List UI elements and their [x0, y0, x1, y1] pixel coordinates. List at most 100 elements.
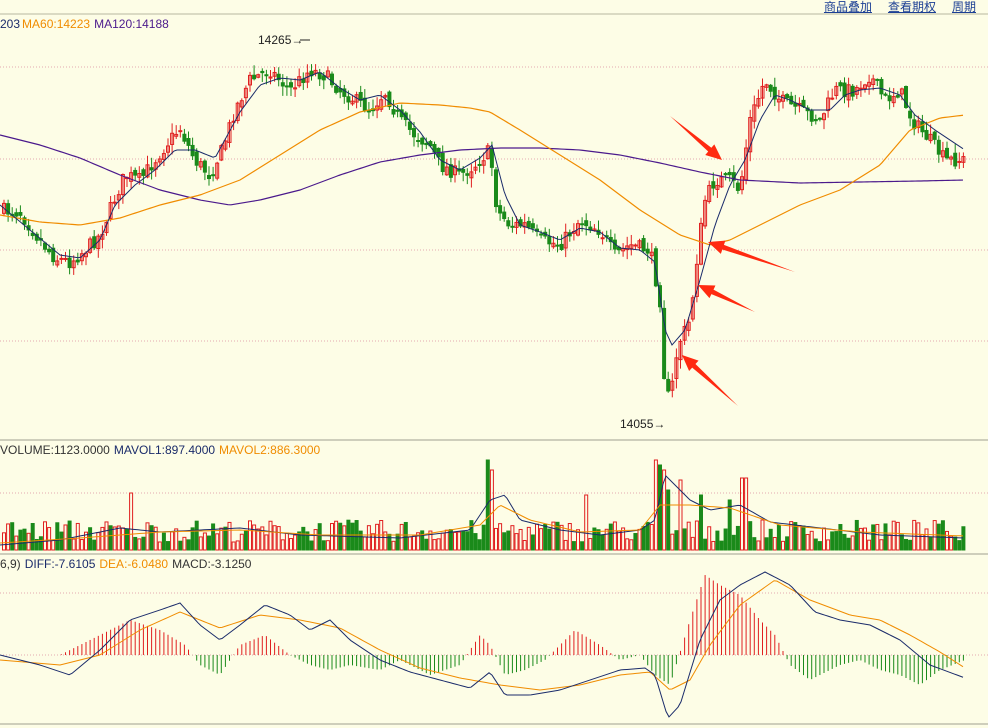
volume-bar [850, 535, 855, 551]
candle-body [387, 91, 392, 108]
candle-body [198, 161, 203, 168]
candle-body [424, 142, 429, 146]
volume-bar [145, 522, 150, 551]
volume-bar [863, 527, 867, 551]
candle-body [18, 211, 23, 216]
candle-body [809, 110, 814, 122]
candle-body [526, 220, 531, 228]
volume-bar [772, 536, 777, 551]
candle-body [190, 144, 195, 157]
volume-bar [584, 494, 589, 551]
volume-bar [30, 523, 35, 551]
candle-body [764, 84, 769, 88]
ma-prev-label: 203 [0, 17, 21, 31]
candle-body [67, 257, 72, 269]
volume-bar [38, 536, 43, 551]
volume-bar [289, 538, 293, 551]
volume-bar [908, 539, 913, 551]
volume-bar [797, 525, 802, 551]
volume-bar [256, 528, 261, 551]
top-links: 商品叠加 查看期权 周期 [824, 0, 976, 15]
ma120-line [0, 134, 964, 206]
volume-bar [420, 530, 425, 551]
volume-bar [432, 539, 437, 551]
candle-body [256, 74, 261, 78]
candle-body [899, 88, 904, 95]
volume-bar [600, 534, 605, 551]
candle-body [699, 222, 703, 265]
candle-body [752, 104, 757, 122]
volume-bar [781, 540, 785, 551]
candle-body [662, 307, 667, 379]
volume-bar [43, 521, 47, 551]
volume-bar [526, 526, 531, 551]
period-link[interactable]: 周期 [951, 0, 976, 14]
volume-bar [740, 477, 744, 551]
mavol2-label: MAVOL2:886.3000 [219, 443, 321, 457]
candle-body [945, 147, 949, 159]
candle-body [51, 247, 56, 263]
candle-body [707, 185, 712, 202]
candle-body [826, 97, 831, 112]
candle-body [293, 87, 298, 90]
volume-bar [596, 529, 601, 551]
volume-bar [826, 539, 831, 551]
volume-bar [735, 525, 740, 551]
candle-body [686, 321, 691, 331]
volume-bar [129, 492, 134, 551]
volume-bar [678, 479, 683, 551]
candle-body [260, 70, 265, 74]
candle-body [735, 182, 740, 191]
candle-body [63, 257, 68, 260]
candle-body [112, 201, 117, 204]
volume-bar [887, 534, 892, 551]
candle-body [141, 169, 146, 176]
volume-bar [924, 528, 929, 551]
candle-body [485, 145, 490, 160]
volume-bar [153, 526, 158, 551]
volume-bar [576, 529, 580, 551]
candle-body [194, 151, 199, 166]
candle-body [248, 74, 252, 86]
candle-body [330, 73, 334, 86]
volume-bar [608, 523, 613, 551]
volume-bar [18, 529, 23, 551]
volume-bar [88, 527, 93, 551]
volume-bar [617, 530, 621, 551]
candle-body [908, 110, 913, 119]
candle-body [633, 244, 638, 247]
candle-body [268, 76, 273, 79]
candle-body [325, 70, 330, 78]
volume-bar [559, 524, 564, 551]
candle-body [30, 232, 35, 237]
volume-bar [457, 531, 462, 551]
candle-body [936, 139, 941, 155]
candle-body [653, 248, 658, 287]
volume-bar [715, 530, 720, 551]
volume-bar [830, 531, 835, 551]
candle-body [383, 95, 388, 98]
volume-bar [317, 523, 322, 551]
volume-bar [387, 533, 392, 551]
candle-body [629, 244, 634, 250]
volume-bar [325, 540, 330, 551]
candle-body [178, 130, 183, 133]
candle-body [649, 251, 654, 257]
candle-body [252, 74, 257, 80]
candle-body [6, 203, 11, 215]
view-options-link[interactable]: 查看期权 [887, 0, 936, 14]
volume-bar [473, 533, 478, 551]
price-high-label: 14265→ [258, 33, 303, 47]
volume-bar [219, 527, 224, 551]
volume-bar [649, 523, 654, 551]
volume-bar [55, 522, 60, 551]
candle-body [740, 176, 744, 191]
candle-body [682, 325, 687, 341]
volume-bar [555, 521, 560, 551]
volume-bar [47, 527, 52, 551]
volume-bar [465, 531, 470, 551]
candle-body [276, 73, 281, 81]
volume-bar [264, 534, 269, 551]
overlay-product-link[interactable]: 商品叠加 [823, 0, 872, 14]
volume-bar [59, 531, 64, 551]
